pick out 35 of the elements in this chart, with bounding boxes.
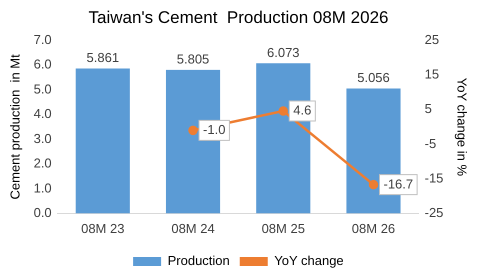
data-label: 5.056 [357, 70, 390, 86]
legend-label: Production [168, 253, 230, 268]
y2-tick-label: -5 [424, 136, 436, 151]
point [278, 106, 288, 116]
data-label: 5.805 [176, 52, 210, 67]
y-tick-label: 2.0 [34, 156, 52, 171]
data-label: 6.073 [266, 44, 300, 60]
point [368, 180, 378, 190]
y-tick-label: 1.0 [34, 180, 52, 196]
bar [76, 68, 130, 214]
point [188, 126, 198, 136]
data-label: 5.861 [86, 50, 120, 66]
x-tick-label: 08M 24 [171, 220, 215, 236]
legend-label: YoY change [274, 253, 344, 268]
y2-tick-label: 25 [424, 32, 440, 47]
data-label: 4.6 [293, 102, 312, 118]
y2-axis-title: YoY change in % [454, 78, 470, 176]
y-tick-label: 3.0 [34, 130, 52, 146]
x-tick-label: 08M 25 [262, 220, 305, 236]
y2-tick-label: -25 [424, 204, 444, 220]
x-tick-label: 08M 26 [352, 220, 396, 236]
y-tick-label: 6.0 [34, 56, 52, 72]
x-tick-label: 08M 23 [81, 220, 124, 236]
y-axis-title: Cement production in Mt [7, 54, 22, 200]
y-tick-label: 7.0 [34, 32, 52, 47]
y2-tick-label: -15 [424, 170, 444, 186]
y2-tick-label: 5 [424, 101, 432, 116]
y-tick-label: 5.0 [34, 81, 52, 96]
data-label: -1.0 [203, 122, 226, 137]
data-label: -16.7 [383, 176, 414, 192]
y2-tick-label: 15 [424, 66, 440, 82]
bar [256, 63, 310, 214]
chart-title: Taiwan's Cement Production 08M 2026 [88, 8, 388, 27]
y-tick-label: 0.0 [34, 204, 52, 220]
y-tick-label: 4.0 [34, 106, 52, 122]
